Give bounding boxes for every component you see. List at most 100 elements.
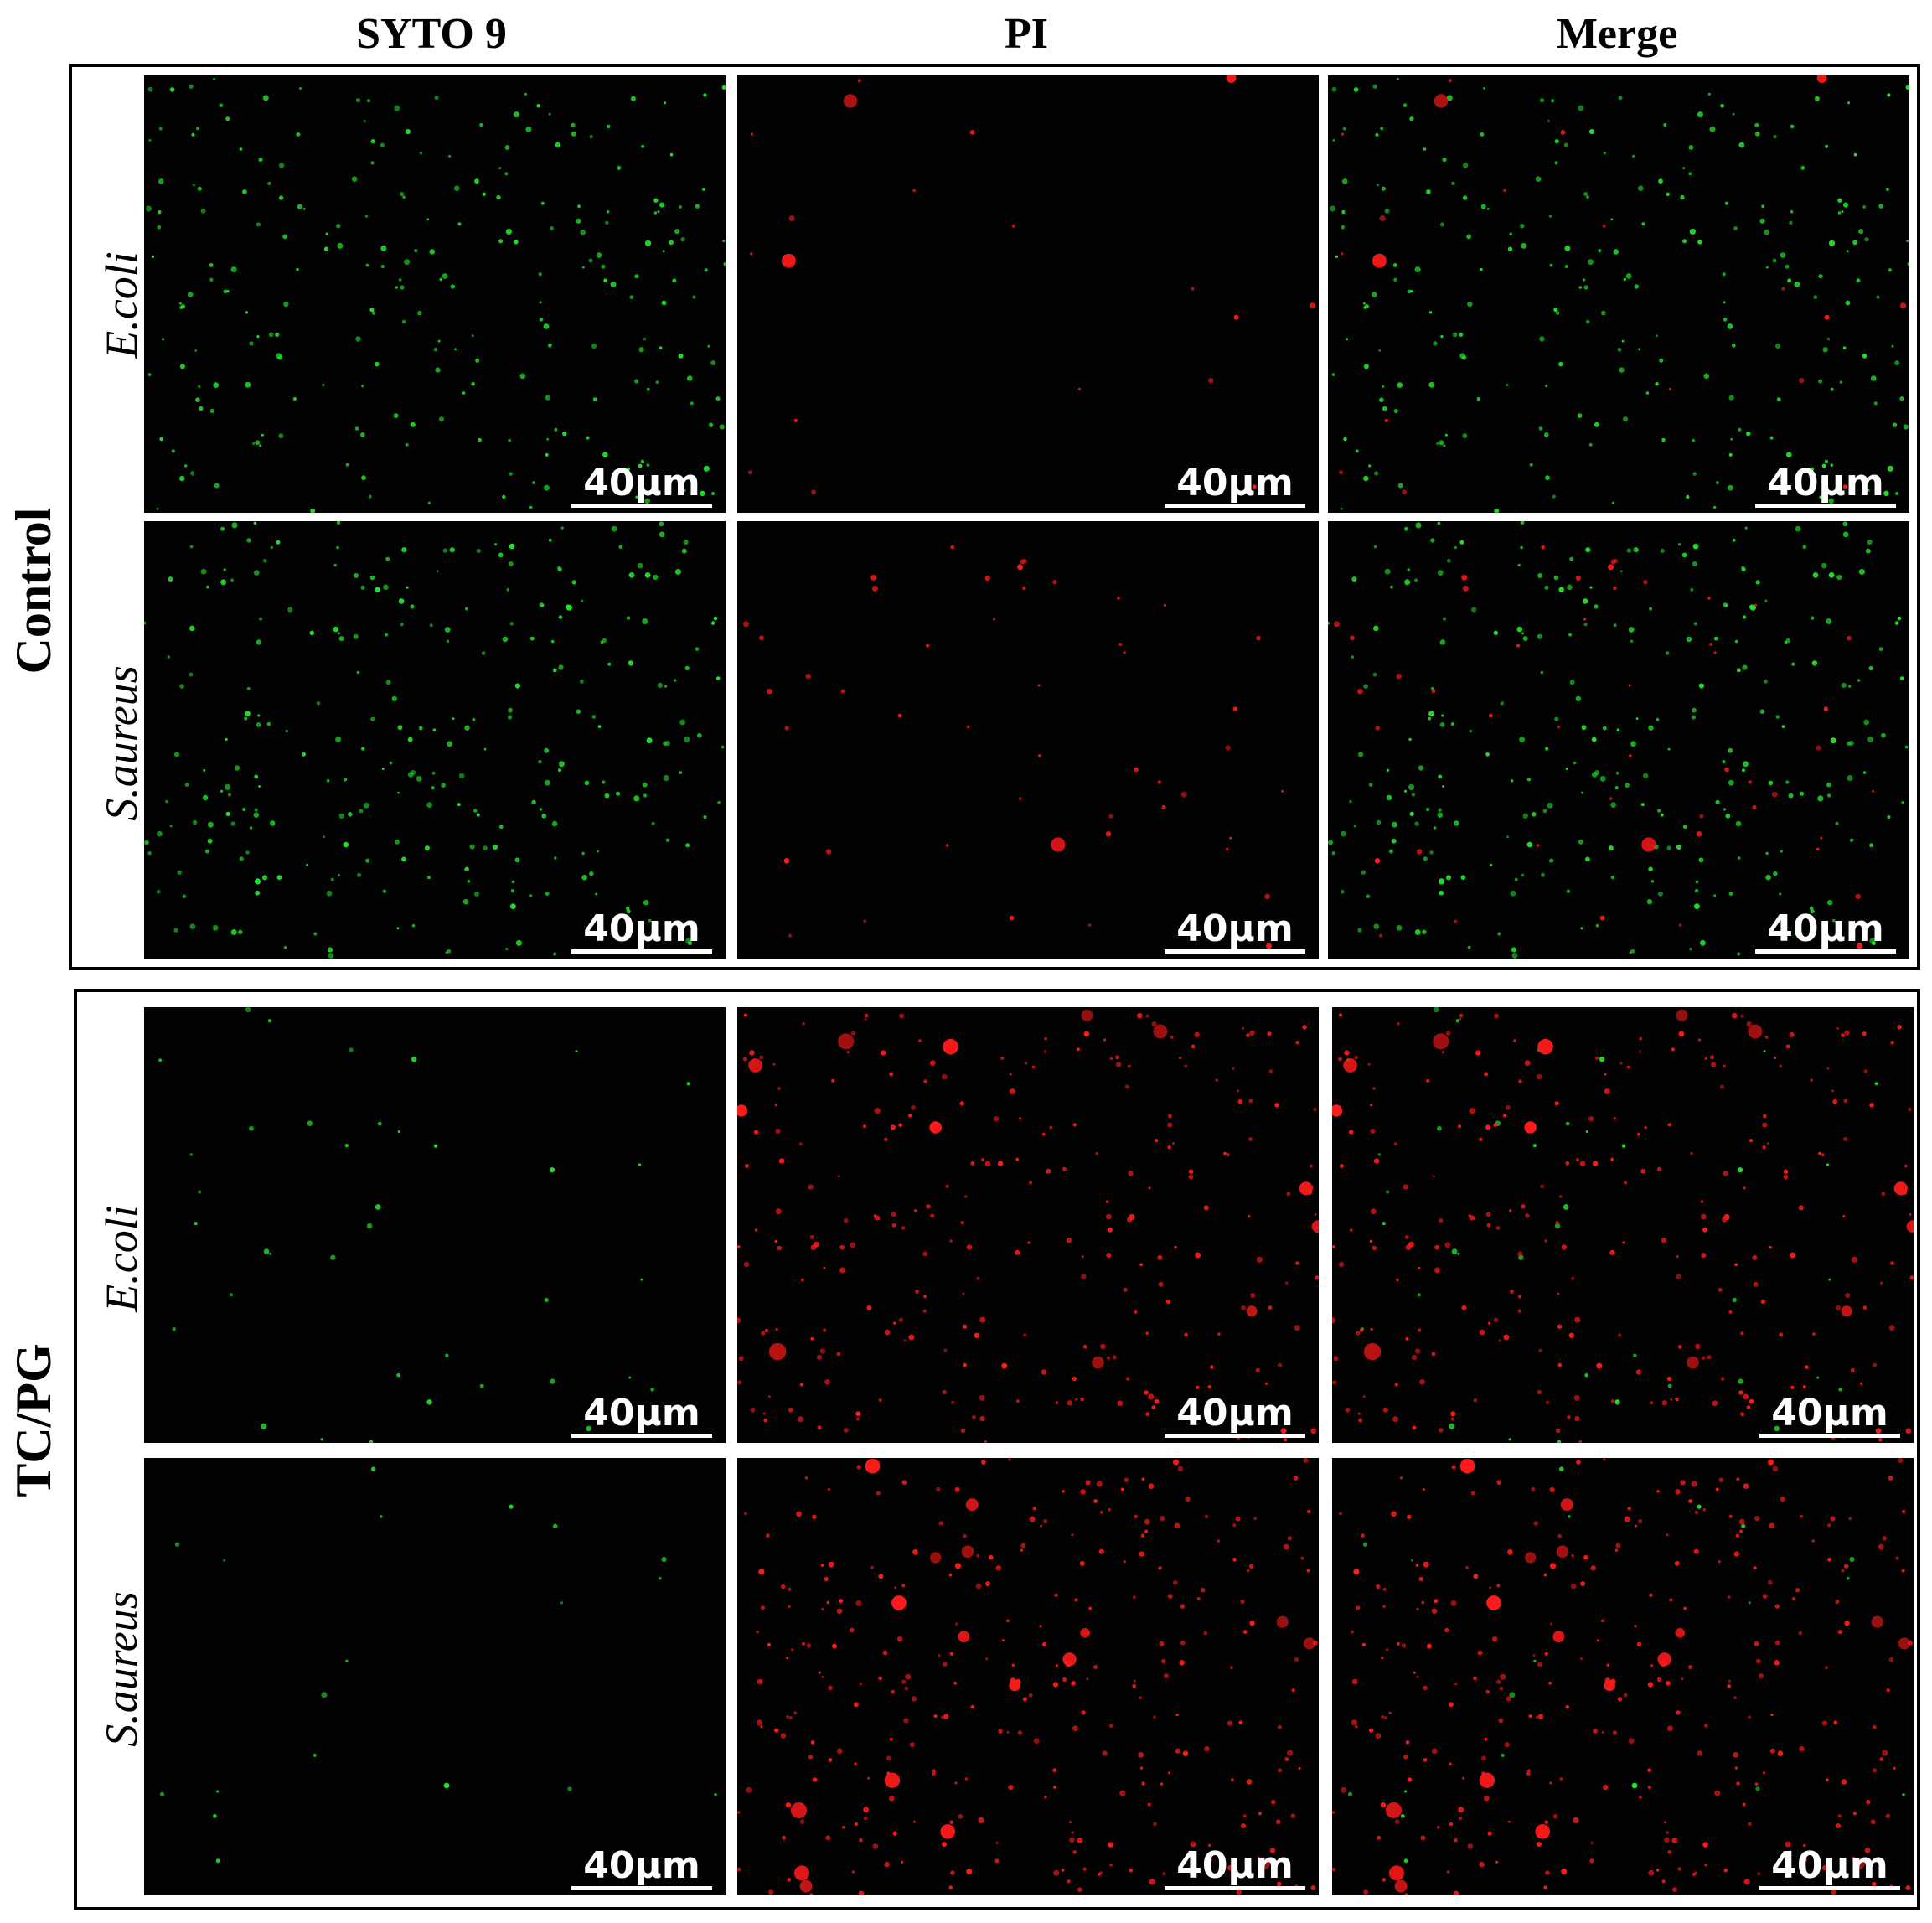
cell-dot [1579, 1161, 1586, 1167]
cell-dot [1037, 684, 1041, 687]
cell-dot [1781, 725, 1785, 728]
cell-dot [1132, 1684, 1136, 1688]
cell-dot [1404, 579, 1411, 586]
cell-dot [1525, 1552, 1537, 1564]
cell-dot [1449, 1702, 1454, 1708]
scale-bar-line [571, 1886, 712, 1890]
cell-dot [1639, 1796, 1642, 1799]
cell-dot [640, 1278, 643, 1281]
cell-dot [1701, 1356, 1706, 1360]
cell-dot [1445, 1031, 1451, 1036]
cell-dot [397, 1130, 400, 1134]
cell-dot [1568, 1332, 1574, 1338]
cell-dot [1341, 209, 1346, 215]
fluorescence-dots [747, 75, 1316, 494]
cell-dot [820, 1564, 824, 1567]
cell-dot [1387, 768, 1390, 772]
cell-dot [1846, 1576, 1850, 1580]
cell-dot [1421, 1600, 1425, 1605]
cell-dot [1813, 295, 1818, 300]
cell-dot [1287, 1536, 1292, 1541]
cell-dot [1163, 603, 1166, 607]
cell-dot [1800, 165, 1805, 170]
cell-dot [891, 1595, 907, 1610]
cell-dot [995, 1841, 999, 1844]
cell-dot [966, 1869, 973, 1875]
cell-dot [1722, 760, 1726, 764]
cell-dot [1571, 1276, 1575, 1280]
cell-dot [1902, 1509, 1906, 1514]
cell-dot [1420, 1835, 1426, 1841]
cell-dot [717, 801, 721, 804]
cell-dot [1473, 1398, 1477, 1403]
cell-dot [1414, 266, 1421, 273]
cell-dot [1397, 382, 1403, 388]
cell-dot [1826, 1067, 1830, 1070]
cell-dot [753, 1130, 759, 1135]
cell-dot [1610, 1399, 1614, 1403]
cell-dot [1906, 240, 1909, 242]
cell-dot [1332, 138, 1335, 142]
cell-dot [1373, 923, 1380, 929]
cell-dot [1537, 1038, 1553, 1055]
cell-dot [1112, 1355, 1117, 1360]
cell-dot [407, 737, 413, 742]
cell-dot [550, 639, 555, 644]
cell-dot [180, 304, 186, 309]
cell-dot [245, 381, 251, 388]
cell-dot [1811, 1539, 1815, 1543]
cell-dot [819, 1348, 826, 1354]
cell-dot [1506, 1104, 1511, 1110]
cell-dot [708, 422, 714, 427]
cell-dot [1339, 1164, 1344, 1168]
cell-dot [158, 1058, 162, 1062]
cell-dot [1227, 1720, 1232, 1726]
cell-dot [1867, 539, 1873, 545]
cell-dot [1280, 1428, 1287, 1434]
cell-dot [1351, 1678, 1358, 1685]
cell-dot [1568, 1515, 1571, 1518]
cell-dot [1006, 1731, 1010, 1734]
cell-dot [1066, 1238, 1072, 1243]
cell-dot [1798, 1631, 1802, 1636]
cell-dot [1646, 898, 1653, 905]
cell-dot [884, 1329, 891, 1336]
cell-dot [1720, 104, 1724, 108]
cell-dot [351, 176, 358, 182]
cell-dot [1810, 467, 1815, 472]
cell-dot [1805, 1365, 1809, 1369]
cell-dot [1670, 1398, 1673, 1401]
cell-dot [839, 1244, 845, 1250]
cell-dot [1433, 341, 1438, 346]
cell-dot [1310, 1164, 1313, 1168]
cell-dot [225, 811, 230, 817]
cell-dot [1578, 839, 1583, 845]
cell-dot [1565, 768, 1568, 771]
cell-dot [552, 1523, 558, 1529]
cell-dot [775, 1128, 781, 1134]
cell-dot [147, 86, 153, 92]
cell-dot [1842, 346, 1847, 350]
cell-dot [1230, 1666, 1233, 1669]
cell-dot [760, 1725, 763, 1729]
cell-dot [1375, 1733, 1382, 1739]
cell-dot [1615, 1543, 1621, 1548]
cell-dot [1265, 1382, 1268, 1385]
cell-dot [759, 635, 764, 641]
cell-dot [831, 1078, 835, 1083]
cell-dot [427, 501, 431, 504]
cell-dot [1105, 1200, 1109, 1203]
cell-dot [1160, 1515, 1165, 1522]
cell-dot [1837, 1630, 1842, 1635]
cell-dot [659, 531, 665, 538]
cell-dot [1062, 1490, 1065, 1493]
cell-dot [1139, 1263, 1144, 1267]
cell-dot [1180, 791, 1187, 798]
cell-dot [1145, 1412, 1150, 1417]
cell-dot [960, 1221, 964, 1225]
cell-dot [1785, 1841, 1791, 1848]
cell-dot [1857, 679, 1861, 682]
cell-dot [1666, 1680, 1671, 1686]
cell-dot [1536, 844, 1540, 847]
cell-dot [1521, 242, 1527, 249]
